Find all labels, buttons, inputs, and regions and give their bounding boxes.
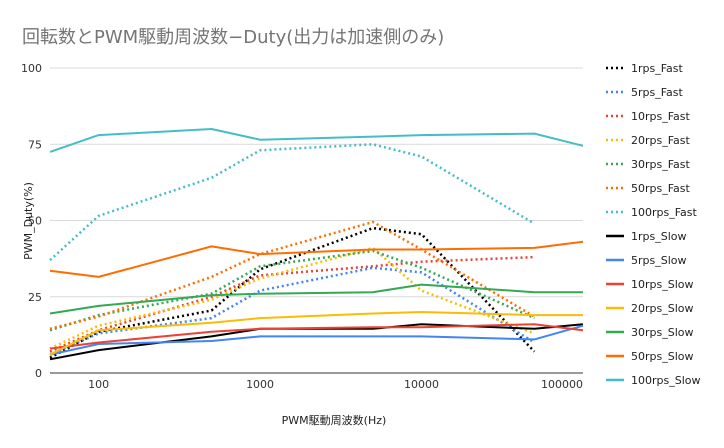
y-axis-label: PWM_Duty(%) bbox=[22, 182, 35, 260]
series-line-50rps-slow bbox=[49, 240, 584, 278]
series-line-20rps-slow bbox=[49, 311, 583, 356]
legend-item: 100rps_Slow bbox=[606, 374, 701, 387]
legend-item: 30rps_Fast bbox=[606, 158, 691, 171]
series-line-30rps-fast bbox=[49, 249, 535, 332]
legend-label: 10rps_Slow bbox=[631, 278, 694, 291]
y-tick-label: 75 bbox=[28, 138, 42, 151]
legend-label: 100rps_Fast bbox=[631, 206, 698, 219]
legend-item: 5rps_Fast bbox=[606, 86, 684, 99]
legend-item: 30rps_Slow bbox=[606, 326, 694, 339]
legend-item: 50rps_Slow bbox=[606, 350, 694, 363]
legend-label: 5rps_Slow bbox=[631, 254, 687, 267]
y-tick-label: 100 bbox=[21, 62, 42, 75]
legend-item: 100rps_Fast bbox=[606, 206, 698, 219]
x-tick-label: 1000 bbox=[246, 378, 274, 391]
x-tick-label: 10000 bbox=[404, 378, 439, 391]
y-tick-label: 50 bbox=[28, 215, 42, 228]
axis-ticks: 0 25 50 75 100 100 1000 10000 100000 bbox=[21, 62, 583, 391]
y-tick-label: 25 bbox=[28, 291, 42, 304]
legend-item: 10rps_Slow bbox=[606, 278, 694, 291]
series-line-10rps-slow bbox=[49, 323, 584, 350]
x-axis-label: PWM駆動周波数(Hz) bbox=[282, 413, 387, 427]
y-tick-label: 0 bbox=[35, 367, 42, 380]
series-line-20rps-fast bbox=[49, 246, 535, 350]
series-line-100rps-slow bbox=[49, 128, 584, 153]
chart-title: 回転数とPWM駆動周波数−Duty(出力は加速側のみ) bbox=[22, 27, 444, 48]
legend-label: 30rps_Slow bbox=[631, 326, 694, 339]
legend-label: 30rps_Fast bbox=[631, 158, 691, 171]
series-line-5rps-slow bbox=[49, 324, 584, 356]
legend-label: 50rps_Fast bbox=[631, 182, 691, 195]
series-line-30rps-slow bbox=[49, 283, 583, 315]
grid bbox=[50, 67, 583, 374]
series-line-1rps-slow bbox=[49, 323, 584, 361]
legend-item: 5rps_Slow bbox=[606, 254, 687, 267]
legend-item: 10rps_Fast bbox=[606, 110, 691, 123]
series-line-1rps-fast bbox=[49, 226, 536, 359]
legend-item: 50rps_Fast bbox=[606, 182, 691, 195]
x-tick-label: 100 bbox=[88, 378, 109, 391]
legend-label: 1rps_Slow bbox=[631, 230, 687, 243]
legend-item: 1rps_Slow bbox=[606, 230, 687, 243]
legend: 1rps_Fast 5rps_Fast 10rps_Fast 20rps_Fast 30… bbox=[606, 62, 701, 387]
legend-label: 20rps_Fast bbox=[631, 134, 691, 147]
plot-lines bbox=[49, 128, 584, 361]
series-line-5rps-fast bbox=[49, 266, 536, 356]
legend-label: 100rps_Slow bbox=[631, 374, 701, 387]
legend-item: 20rps_Slow bbox=[606, 302, 694, 315]
series-line-10rps-fast bbox=[49, 255, 535, 353]
series-line-100rps-fast bbox=[49, 143, 536, 262]
legend-label: 50rps_Slow bbox=[631, 350, 694, 363]
x-tick-label: 100000 bbox=[541, 378, 583, 391]
legend-label: 20rps_Slow bbox=[631, 302, 694, 315]
legend-label: 5rps_Fast bbox=[631, 86, 684, 99]
legend-item: 1rps_Fast bbox=[606, 62, 684, 75]
legend-label: 1rps_Fast bbox=[631, 62, 684, 75]
legend-item: 20rps_Fast bbox=[606, 134, 691, 147]
legend-label: 10rps_Fast bbox=[631, 110, 691, 123]
